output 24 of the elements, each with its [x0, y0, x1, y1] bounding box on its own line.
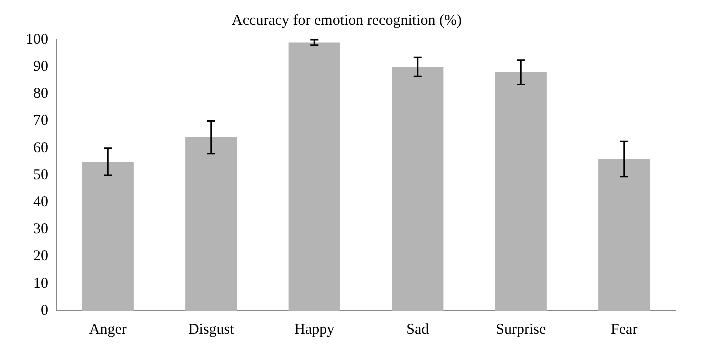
y-tick-label: 90 — [34, 59, 48, 76]
x-tick-label: Anger — [89, 322, 127, 338]
x-tick-label: Happy — [294, 322, 336, 338]
y-tick-label: 20 — [34, 248, 48, 265]
bar — [598, 159, 650, 311]
bar — [495, 72, 547, 311]
bar — [288, 42, 340, 311]
x-tick-label: Fear — [611, 322, 638, 338]
y-tick-label: 40 — [34, 194, 48, 211]
x-tick-label: Surprise — [496, 322, 546, 338]
bar — [82, 162, 134, 311]
y-tick-label: 60 — [34, 140, 48, 156]
bar — [186, 138, 238, 311]
y-tick-label: 10 — [34, 276, 48, 292]
x-tick-label: Sad — [406, 322, 430, 338]
x-tick-label: Disgust — [188, 322, 236, 338]
y-tick-label: 50 — [34, 167, 48, 184]
chart-title: Accuracy for emotion recognition (%) — [232, 12, 462, 29]
y-tick-label: 0 — [41, 302, 48, 319]
y-tick-label: 80 — [34, 86, 48, 102]
y-tick-label: 100 — [26, 32, 48, 48]
y-tick-label: 70 — [34, 113, 48, 130]
bar — [392, 67, 444, 311]
y-tick-label: 30 — [34, 222, 48, 238]
